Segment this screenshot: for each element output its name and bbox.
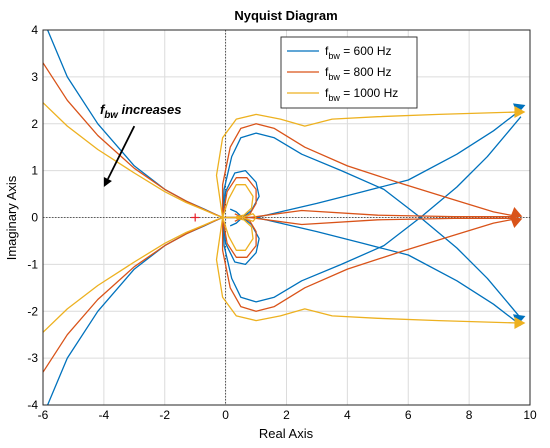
critical-point-marker [191,213,200,222]
series-2-tail-mirror-line [42,216,223,333]
y-tick-label: -4 [27,398,38,412]
chart-title: Nyquist Diagram [234,8,337,23]
series-2-tail-line [42,102,223,219]
annotation: fbw increases [100,102,182,188]
series-1-branch-mirror-line [222,216,518,226]
series-2-small-line [221,184,254,218]
y-axis-label: Imaginary Axis [4,175,19,260]
series-2-branch-mirror-line [222,216,257,222]
x-tick-label: 4 [344,408,351,422]
plot-frame [42,29,531,406]
y-tick-label: -1 [27,257,38,271]
y-tick-labels: -4 -3 -2 -1 0 1 2 3 4 [27,23,38,412]
x-tick-label: 8 [466,408,473,422]
x-tick-labels: -6 -4 -2 0 2 4 6 8 10 [38,408,537,422]
series-0-big-line [221,132,522,319]
y-tick-label: -3 [27,351,38,365]
legend-label-2: fbw = 1000 Hz [325,86,398,103]
series-2-big-line [215,111,518,218]
annotation-arrow-line [107,125,136,180]
x-tick-label: -4 [99,408,110,422]
annotation-arrow-head [103,176,112,188]
y-tick-label: -2 [27,304,38,318]
legend: fbw = 600 Hz fbw = 800 Hz fbw = 1000 Hz [280,36,418,109]
y-tick-label: 1 [31,164,38,178]
x-tick-label: 2 [283,408,290,422]
y-tick-label: 2 [31,117,38,131]
series-1-arrow-1 [509,216,523,228]
annotation-text: fbw increases [100,102,182,121]
series-0-small-line [221,169,260,219]
series-0-small-mirror-line [221,216,260,266]
x-tick-label: -6 [38,408,49,422]
legend-label-1: fbw = 800 Hz [325,65,392,82]
series-2-small-mirror-line [221,217,254,251]
x-tick-label: 6 [405,408,412,422]
series-2-arrow-1 [514,316,526,329]
series-1-big-line [221,123,518,218]
x-axis-label: Real Axis [259,426,314,441]
series-2-arrow-0 [514,106,526,119]
x-tick-label: 10 [523,408,537,422]
series-curves [42,29,522,406]
series-0-big-mirror-line [221,116,522,303]
y-tick-label: 0 [31,211,38,225]
y-tick-label: 3 [31,70,38,84]
series-1-arrow-0 [509,207,523,219]
series-1-big-mirror-line [221,217,518,312]
legend-label-0: fbw = 600 Hz [325,44,392,61]
series-2-big-mirror-line [215,217,518,324]
direction-arrows [509,103,526,329]
x-tick-label: 0 [222,408,229,422]
x-tick-label: -2 [159,408,170,422]
y-tick-label: 4 [31,23,38,37]
